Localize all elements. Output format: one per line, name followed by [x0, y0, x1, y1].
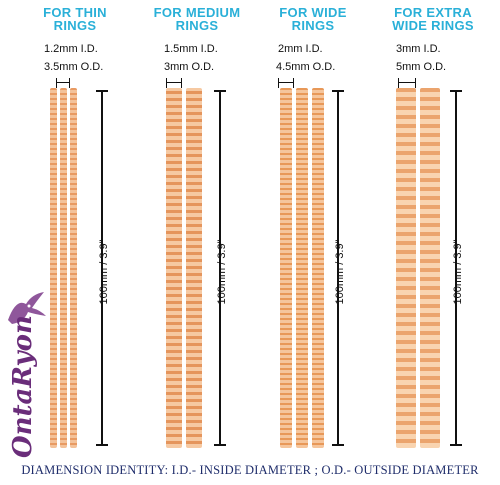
ring-sizer-strand [60, 88, 67, 448]
length-label: 100mm / 3.9" [452, 239, 464, 305]
column-medium: FOR MEDIUM RINGS 1.5mm I.D. 3mm O.D. 100… [142, 0, 252, 470]
ring-sizer-strand [420, 88, 440, 448]
column-title: FOR EXTRA WIDE RINGS [378, 6, 488, 32]
column-thin: FOR THIN RINGS 1.2mm I.D. 3.5mm O.D. 100… [20, 0, 130, 470]
length-label: 100mm / 3.9" [334, 239, 346, 305]
title-line-2: WIDE RINGS [392, 18, 474, 33]
brand-logo: OntaRyon [0, 290, 48, 460]
title-line-1: FOR MEDIUM [153, 5, 241, 20]
ring-sizer-strand [396, 88, 416, 448]
length-dimension-line [96, 90, 108, 446]
length-dimension-line [332, 90, 344, 446]
od-marker [166, 78, 182, 88]
column-title: FOR WIDE RINGS [258, 6, 368, 32]
title-line-1: FOR THIN [43, 5, 107, 20]
inside-diameter-label: 1.2mm I.D. [44, 43, 98, 55]
ring-sizer-strand [70, 88, 77, 448]
dimension-identity-footer: DIAMENSION IDENTITY: I.D.- INSIDE DIAMET… [21, 463, 479, 477]
inside-diameter-label: 2mm I.D. [278, 43, 323, 55]
length-dimension-line [214, 90, 226, 446]
length-dimension-line [450, 90, 462, 446]
outside-diameter-label: 5mm O.D. [396, 61, 447, 73]
ring-sizer-strand [280, 88, 292, 448]
ring-sizer-strand [50, 88, 57, 448]
title-line-2: RINGS [53, 18, 97, 33]
title-line-2: RINGS [291, 18, 335, 33]
inside-diameter-label: 3mm I.D. [396, 43, 441, 55]
column-title: FOR MEDIUM RINGS [142, 6, 252, 32]
hummingbird-icon [8, 292, 46, 324]
column-title: FOR THIN RINGS [20, 6, 130, 32]
ring-sizer-strand [186, 88, 202, 448]
od-marker [278, 78, 294, 88]
od-marker [398, 78, 416, 88]
ring-sizer-strand [166, 88, 182, 448]
column-extra-wide: FOR EXTRA WIDE RINGS 3mm I.D. 5mm O.D. 1… [378, 0, 488, 470]
ring-sizer-strand [296, 88, 308, 448]
title-line-1: FOR EXTRA [394, 5, 472, 20]
length-label: 100mm / 3.9" [216, 239, 228, 305]
length-label: 100mm / 3.9" [98, 239, 110, 305]
outside-diameter-label: 3mm O.D. [164, 61, 215, 73]
title-line-1: FOR WIDE [279, 5, 347, 20]
title-line-2: RINGS [175, 18, 219, 33]
column-wide: FOR WIDE RINGS 2mm I.D. 4.5mm O.D. 100mm… [258, 0, 368, 470]
outside-diameter-label: 4.5mm O.D. [276, 61, 336, 73]
od-marker [56, 78, 70, 88]
outside-diameter-label: 3.5mm O.D. [44, 61, 104, 73]
brand-name: OntaRyon [8, 315, 38, 458]
inside-diameter-label: 1.5mm I.D. [164, 43, 218, 55]
ring-sizer-strand [312, 88, 324, 448]
